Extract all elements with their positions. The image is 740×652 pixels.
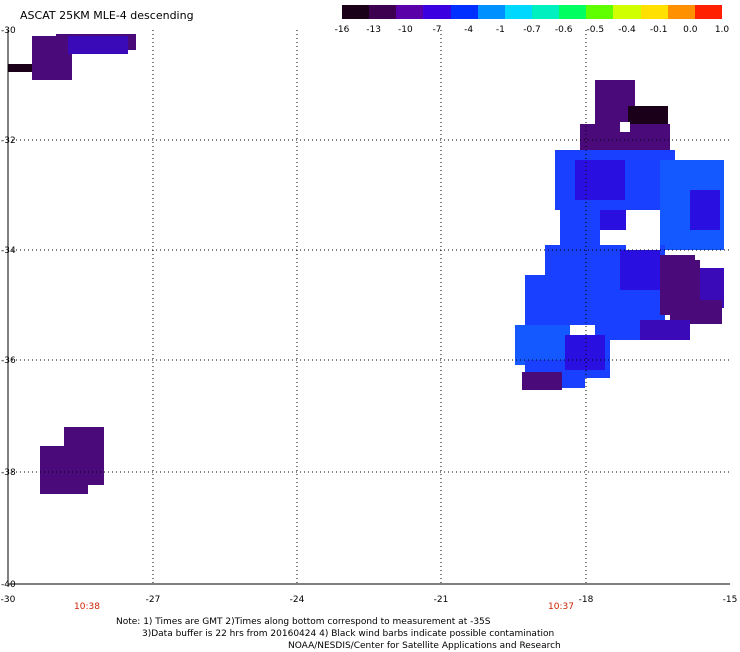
wind-cell bbox=[575, 160, 625, 200]
lat-tick-label: -32 bbox=[1, 136, 16, 146]
wind-cell bbox=[522, 372, 562, 390]
colorbar-label: -16 bbox=[334, 25, 350, 35]
wind-cell bbox=[40, 446, 88, 494]
missing-data-cell bbox=[570, 325, 595, 335]
colorbar-label: -10 bbox=[397, 25, 413, 35]
lat-tick-label: -36 bbox=[1, 356, 16, 366]
wind-cell bbox=[32, 60, 72, 80]
wind-cell bbox=[68, 36, 128, 54]
colorbar-segment bbox=[423, 5, 451, 19]
colorbar-segment bbox=[477, 5, 505, 19]
note-line-1: Note: 1) Times are GMT 2)Times along bot… bbox=[116, 617, 491, 627]
colorbar-label: -7 bbox=[432, 25, 442, 35]
lon-tick-label: -30 bbox=[1, 595, 16, 605]
colorbar-label: -0.1 bbox=[649, 25, 668, 35]
lat-tick-label: -34 bbox=[1, 246, 16, 256]
missing-data-cell bbox=[620, 122, 630, 132]
colorbar-segment bbox=[369, 5, 397, 19]
wind-cell bbox=[690, 190, 720, 230]
colorbar-label: -4 bbox=[464, 25, 474, 35]
lat-lon-grid bbox=[8, 30, 730, 584]
scatterometer-swath bbox=[8, 34, 724, 494]
wind-cell bbox=[610, 310, 640, 340]
colorbar-segment bbox=[694, 5, 722, 19]
wind-cell bbox=[8, 64, 34, 72]
map-frame bbox=[7, 30, 730, 585]
colorbar-label: -1 bbox=[495, 25, 505, 35]
pass-time-label: 10:38 bbox=[74, 602, 100, 612]
map-title: ASCAT 25KM MLE-4 descending bbox=[20, 9, 194, 22]
wind-cell bbox=[620, 250, 660, 290]
colorbar-segment bbox=[640, 5, 668, 19]
note-line-3: NOAA/NESDIS/Center for Satellite Applica… bbox=[288, 641, 561, 651]
colorbar-segment bbox=[531, 5, 560, 19]
colorbar-label: -0.6 bbox=[554, 25, 573, 35]
missing-data-cell bbox=[626, 210, 660, 250]
lon-tick-label: -24 bbox=[290, 595, 305, 605]
wind-cell bbox=[640, 320, 690, 340]
lat-tick-label: -30 bbox=[1, 26, 16, 36]
colorbar-segment bbox=[450, 5, 478, 19]
wind-cell bbox=[600, 210, 630, 230]
color-scale-labels: -16 -13 -10 -7 -4 -1 -0.7 -0.6 -0.5 -0.4 -0.1 0.0 1.… bbox=[335, 25, 730, 39]
colorbar-label: -13 bbox=[366, 25, 382, 35]
lat-tick-label: -38 bbox=[1, 468, 16, 478]
pass-time-label: 10:37 bbox=[548, 602, 574, 612]
colorbar-segment bbox=[396, 5, 424, 19]
wind-cell bbox=[525, 275, 585, 330]
colorbar-label: 1.0 bbox=[714, 25, 730, 35]
colorbar-segment bbox=[613, 5, 641, 19]
axis-labels: -30 -27 -24 -21 -18 -15 -30 -32 -34 -36 -38 -40 10:3… bbox=[1, 26, 738, 612]
colorbar-label: -0.5 bbox=[586, 25, 605, 35]
color-scale-bar bbox=[342, 5, 722, 19]
colorbar-segment bbox=[559, 5, 587, 19]
colorbar-segment bbox=[667, 5, 695, 19]
lat-tick-label: -40 bbox=[1, 580, 16, 590]
missing-data-cell bbox=[695, 250, 717, 260]
lon-tick-label: -18 bbox=[579, 595, 594, 605]
colorbar-label: -0.4 bbox=[618, 25, 636, 35]
colorbar-label: -0.7 bbox=[523, 25, 541, 35]
note-line-2: 3)Data buffer is 22 hrs from 20160424 4)… bbox=[142, 629, 555, 639]
wind-cell bbox=[565, 335, 605, 370]
colorbar-label: 0.0 bbox=[683, 25, 698, 35]
lon-tick-label: -15 bbox=[723, 595, 738, 605]
colorbar-segment bbox=[586, 5, 614, 19]
colorbar-segment bbox=[504, 5, 532, 19]
colorbar-segment bbox=[342, 5, 370, 19]
lon-tick-label: -21 bbox=[434, 595, 449, 605]
lon-tick-label: -27 bbox=[146, 595, 161, 605]
